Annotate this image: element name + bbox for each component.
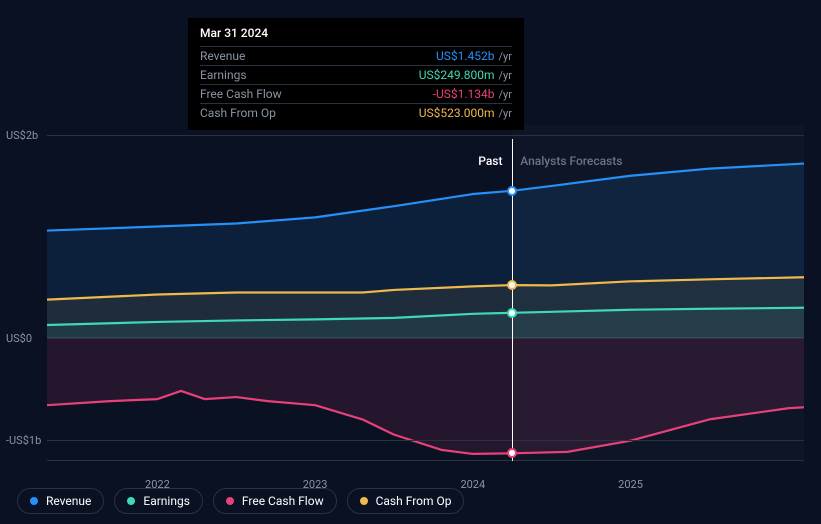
grid-line xyxy=(47,135,804,136)
series-marker xyxy=(507,448,517,458)
y-axis-label: US$2b xyxy=(6,129,38,142)
legend-label: Earnings xyxy=(143,494,190,508)
grid-line xyxy=(47,440,804,441)
legend-label: Revenue xyxy=(46,494,91,508)
legend-dot-icon xyxy=(127,497,135,505)
tooltip-value: US$523.000m/yr xyxy=(419,106,512,120)
tooltip-value: US$1.452b/yr xyxy=(436,49,512,63)
legend-item[interactable]: Free Cash Flow xyxy=(213,488,337,514)
chart-area: US$2bUS$0-US$1b xyxy=(17,125,804,460)
tooltip-row: Earnings US$249.800m/yr xyxy=(200,65,512,84)
tooltip-label: Earnings xyxy=(200,68,247,82)
y-axis-label: US$0 xyxy=(6,332,32,345)
tooltip-row: Free Cash Flow -US$1.134b/yr xyxy=(200,84,512,103)
legend-dot-icon xyxy=(30,497,38,505)
y-axis-label: -US$1b xyxy=(6,434,41,447)
legend-label: Free Cash Flow xyxy=(242,494,324,508)
series-marker xyxy=(507,186,517,196)
section-label-past: Past xyxy=(478,154,502,168)
tooltip-label: Free Cash Flow xyxy=(200,87,282,101)
tooltip-label: Cash From Op xyxy=(200,106,276,120)
tooltip-date: Mar 31 2024 xyxy=(200,26,512,40)
grid-line xyxy=(47,460,804,461)
section-label-forecast: Analysts Forecasts xyxy=(520,154,622,168)
legend-label: Cash From Op xyxy=(376,494,452,508)
tooltip-value: US$249.800m/yr xyxy=(419,68,512,82)
series-marker xyxy=(507,308,517,318)
chart-tooltip: Mar 31 2024 Revenue US$1.452b/yr Earnings U… xyxy=(188,18,524,130)
legend: Revenue Earnings Free Cash Flow Cash From O… xyxy=(17,488,464,514)
tooltip-row: Cash From Op US$523.000m/yr xyxy=(200,103,512,122)
tooltip-value: -US$1.134b/yr xyxy=(433,87,512,101)
legend-dot-icon xyxy=(360,497,368,505)
legend-item[interactable]: Revenue xyxy=(17,488,104,514)
grid-line xyxy=(47,338,804,339)
legend-dot-icon xyxy=(226,497,234,505)
series-marker xyxy=(507,280,517,290)
chart-plot xyxy=(47,125,804,460)
tooltip-label: Revenue xyxy=(200,49,245,63)
legend-item[interactable]: Cash From Op xyxy=(347,488,465,514)
x-axis-label: 2025 xyxy=(618,478,643,491)
tooltip-row: Revenue US$1.452b/yr xyxy=(200,46,512,65)
legend-item[interactable]: Earnings xyxy=(114,488,203,514)
